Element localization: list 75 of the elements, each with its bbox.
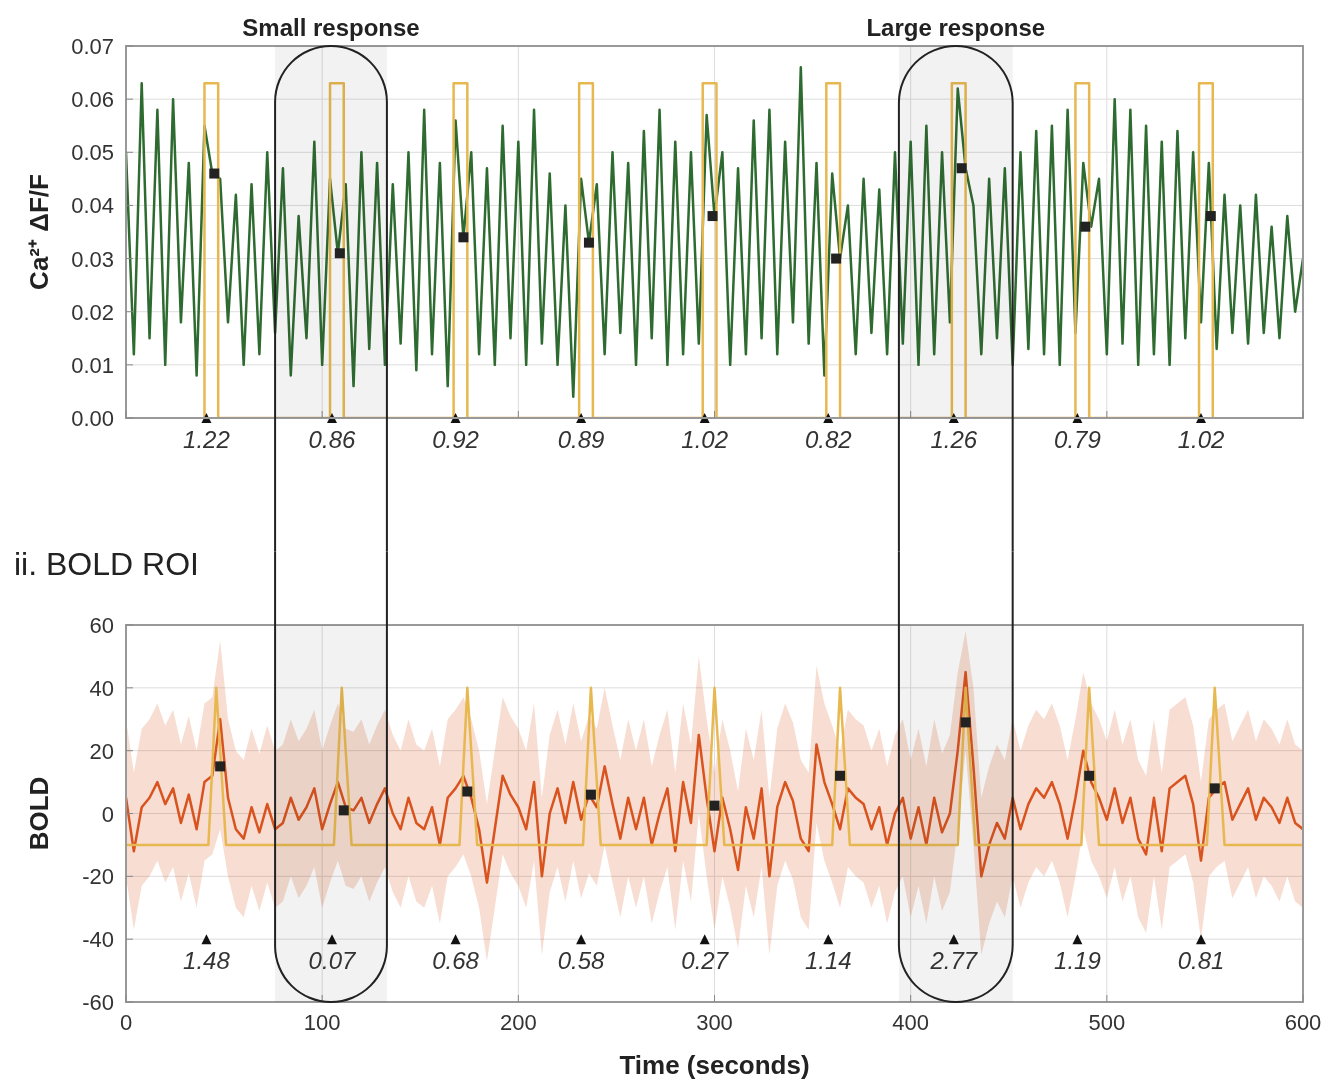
y-tick-label: 60 xyxy=(89,613,114,638)
annotation: 0.89 xyxy=(557,426,605,453)
band-label: Small response xyxy=(242,14,420,41)
point xyxy=(201,934,212,945)
annotation: 0.81 xyxy=(1177,947,1225,975)
point xyxy=(334,248,345,259)
point xyxy=(831,253,842,264)
y-tick-label: 20 xyxy=(89,738,114,764)
y-tick-label: 0.02 xyxy=(71,299,114,325)
point xyxy=(585,789,596,800)
band-label: Large response xyxy=(866,14,1046,41)
annotation: 2.77 xyxy=(929,947,979,975)
annotation: 1.26 xyxy=(930,426,978,453)
point xyxy=(699,934,710,945)
annotation: 1.14 xyxy=(804,947,852,975)
point xyxy=(462,786,473,797)
x-tick-label: 0 xyxy=(119,1010,133,1035)
y-tick-label: 0.03 xyxy=(71,246,114,272)
chart-title: ii. BOLD ROI xyxy=(14,546,199,582)
annotation: 0.79 xyxy=(1054,426,1101,453)
point xyxy=(338,805,349,816)
point xyxy=(209,168,220,179)
annotation: 0.82 xyxy=(804,426,852,453)
y-tick-label: 0.07 xyxy=(71,34,114,59)
point xyxy=(1195,934,1206,945)
annotation: 0.92 xyxy=(432,426,479,453)
x-tick-label: 400 xyxy=(892,1010,930,1035)
point xyxy=(458,232,469,243)
point xyxy=(1084,770,1095,781)
y-tick-label: 0.06 xyxy=(71,87,114,113)
point xyxy=(960,717,971,728)
y-tick-label: 0.00 xyxy=(71,406,114,431)
y-tick-label: 0 xyxy=(101,801,114,827)
y-tick-label: -20 xyxy=(82,864,114,890)
point xyxy=(707,211,718,222)
point xyxy=(1205,211,1216,222)
annotation: 0.86 xyxy=(308,426,356,453)
annotation: 1.02 xyxy=(681,426,729,453)
point xyxy=(326,934,337,945)
y-tick-label: 0.05 xyxy=(71,140,114,166)
y-tick-label: 40 xyxy=(89,675,114,701)
y-tick-label: 0.01 xyxy=(71,352,114,378)
line-series xyxy=(126,670,1303,884)
point xyxy=(576,934,587,945)
annotation: 1.48 xyxy=(183,947,231,975)
annotation: 1.02 xyxy=(1177,426,1225,453)
annotation: 0.58 xyxy=(557,947,606,975)
point xyxy=(450,934,461,945)
y-axis-title: Ca²⁺ ΔF/F xyxy=(24,174,54,290)
point xyxy=(948,934,959,945)
line-series xyxy=(126,66,1303,398)
x-tick-label: 300 xyxy=(696,1010,733,1035)
x-tick-label: 100 xyxy=(303,1010,341,1035)
y-tick-label: 0.04 xyxy=(71,193,114,219)
annotation: 0.68 xyxy=(432,947,480,975)
y-axis-title: BOLD xyxy=(24,776,54,851)
point xyxy=(583,237,594,248)
point xyxy=(823,934,834,945)
point xyxy=(1080,221,1091,232)
x-axis-title: Time (seconds) xyxy=(619,1050,810,1080)
annotation: 1.22 xyxy=(183,426,230,453)
point xyxy=(1072,934,1083,945)
annotation: 1.19 xyxy=(1054,947,1101,975)
point xyxy=(1209,783,1220,794)
point xyxy=(709,800,720,811)
x-tick-label: 600 xyxy=(1284,1010,1322,1035)
x-tick-label: 200 xyxy=(499,1010,537,1035)
point xyxy=(956,163,967,174)
annotation: 0.27 xyxy=(681,947,730,975)
point xyxy=(835,770,846,781)
annotation: 0.07 xyxy=(308,947,357,975)
y-tick-label: -40 xyxy=(82,927,114,953)
y-tick-label: -60 xyxy=(82,990,114,1015)
point xyxy=(215,761,226,772)
x-tick-label: 500 xyxy=(1088,1010,1126,1035)
